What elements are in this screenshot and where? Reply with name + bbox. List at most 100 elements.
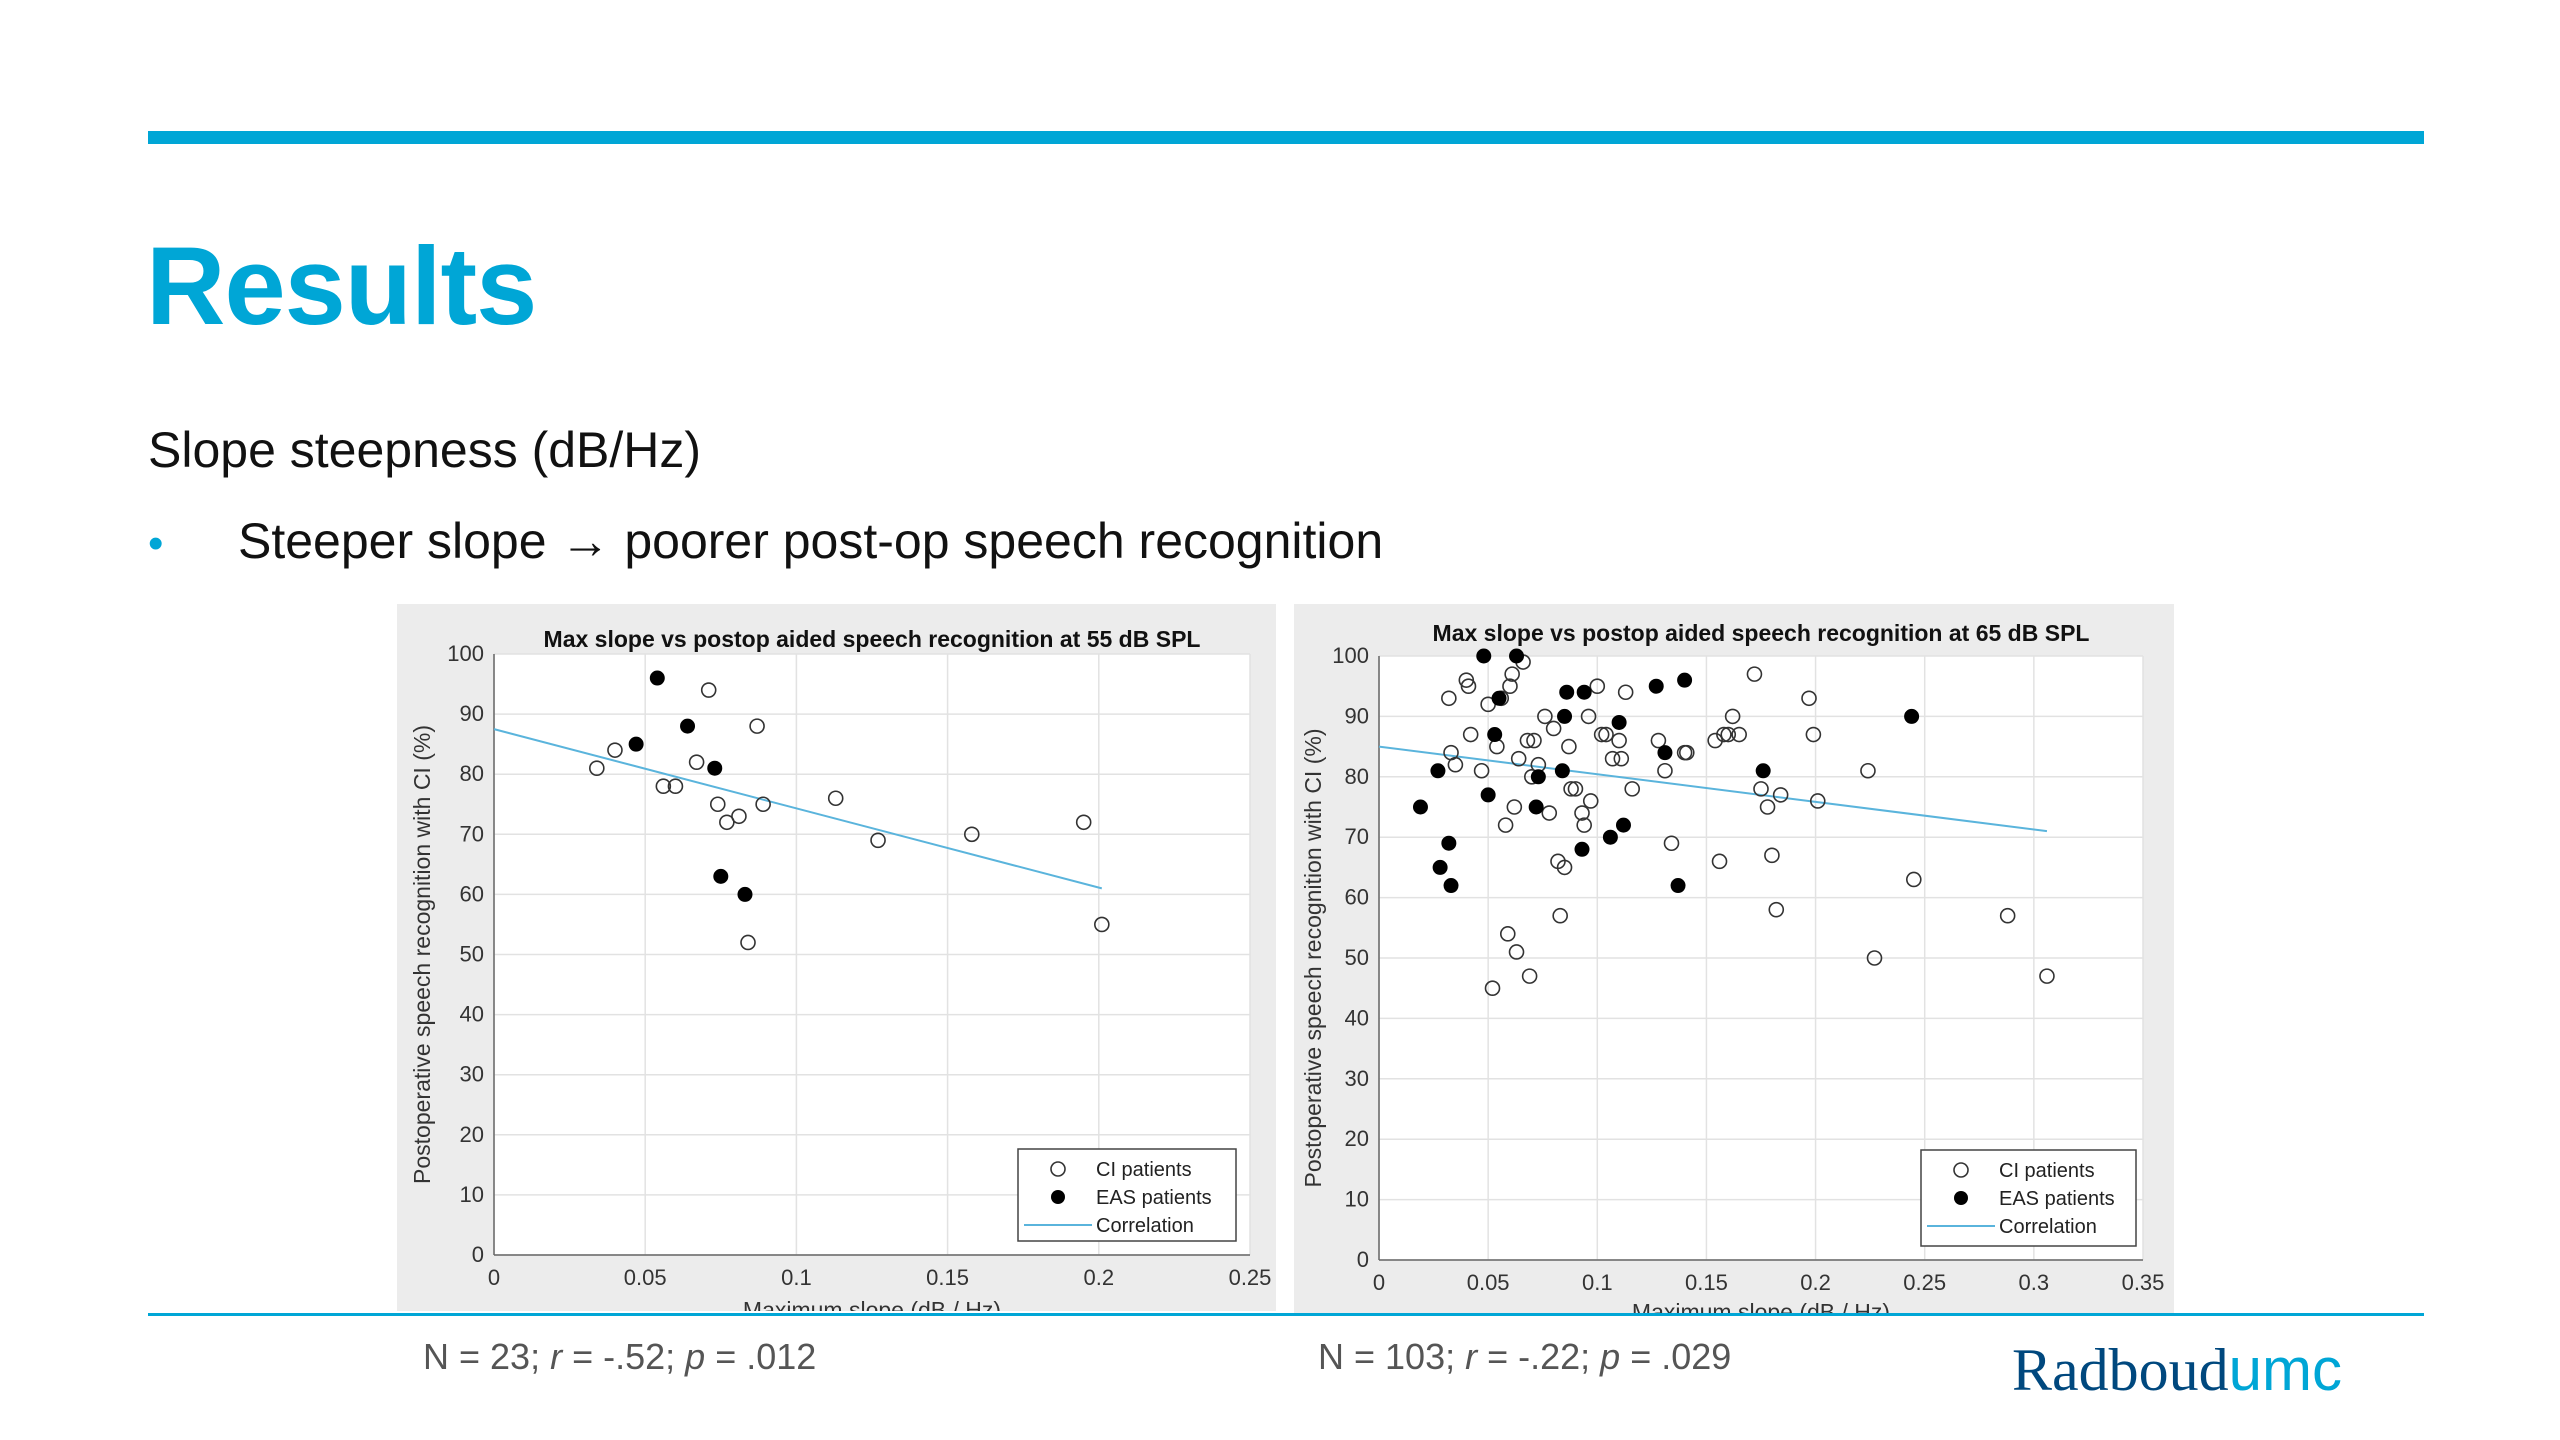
- ci-patient-point: [667, 778, 684, 795]
- ci-patient-point: [1764, 847, 1780, 864]
- ci-patient-point: [719, 814, 735, 831]
- slide-title: Results: [146, 225, 537, 348]
- ci-patient-point: [1768, 901, 1785, 918]
- eas-patient-point: [1443, 878, 1459, 894]
- ci-patient-point: [1567, 781, 1584, 797]
- ci-patient-point: [1521, 968, 1538, 984]
- eas-patient-point: [1602, 829, 1618, 845]
- x-tick-label: 0: [1373, 1270, 1385, 1295]
- ci-patient-point: [1473, 762, 1490, 779]
- ci-patient-point: [1617, 684, 1634, 701]
- eas-patient-point: [1491, 690, 1507, 706]
- y-tick-label: 90: [460, 701, 484, 726]
- legend-label: CI patients: [1999, 1160, 2095, 1182]
- ci-patient-point: [1460, 678, 1477, 694]
- eas-patient-point: [1755, 763, 1771, 779]
- eas-patient-point: [707, 760, 723, 776]
- ci-patient-point: [1663, 835, 1680, 852]
- eas-patient-point: [1554, 763, 1570, 779]
- legend-label: EAS patients: [1096, 1187, 1212, 1209]
- x-tick-label: 0.25: [1229, 1265, 1272, 1290]
- ci-patient-point: [1711, 853, 1728, 870]
- ci-patient-point: [1552, 907, 1568, 924]
- y-axis-label: Postoperative speech recognition with CI…: [1300, 729, 1326, 1188]
- ci-patient-point: [655, 778, 672, 795]
- ci-patient-point: [1759, 799, 1776, 815]
- logo-part-umc: umc: [2228, 1336, 2343, 1403]
- ci-patient-point: [1094, 916, 1110, 933]
- bottom-accent-rule: [148, 1313, 2424, 1316]
- ci-patient-point: [1582, 793, 1599, 809]
- ci-patient-point: [1541, 805, 1558, 821]
- stats-r-value: = -.22;: [1477, 1336, 1601, 1377]
- ci-patient-point: [1484, 980, 1501, 997]
- legend-eas-marker: [1051, 1190, 1065, 1204]
- ci-patient-point: [1624, 781, 1641, 797]
- scatter-chart-55db: 0 0.05 0.1 0.15 0.2 0.25 0 10 20 30 40 50 60 70 80 90 10…: [397, 604, 1276, 1311]
- ci-patient-point: [1508, 944, 1525, 960]
- ci-patient-point: [1604, 750, 1621, 767]
- ci-patient-point: [589, 760, 605, 776]
- ci-patient-point: [607, 742, 623, 758]
- correlation-line: [493, 728, 1103, 890]
- ci-patient-point: [755, 796, 771, 813]
- ci-patient-point: [700, 682, 717, 698]
- eas-patient-point: [1530, 769, 1546, 785]
- ci-patient-point: [1746, 666, 1763, 682]
- bullet-text: Steeper slope → poorer post-op speech re…: [238, 513, 1384, 569]
- x-tick-label: 0: [488, 1265, 500, 1290]
- ci-patient-point: [1805, 726, 1822, 743]
- stats-r-label: r: [1465, 1336, 1478, 1377]
- ci-patient-point: [1462, 726, 1479, 743]
- eas-patient-point: [1904, 708, 1920, 724]
- ci-patient-point: [1504, 666, 1520, 682]
- ci-patient-point: [1561, 738, 1577, 755]
- ci-patient-point: [1772, 787, 1789, 803]
- y-tick-label: 80: [460, 761, 484, 786]
- ci-patient-point: [870, 832, 886, 849]
- eas-patient-point: [649, 670, 665, 686]
- top-accent-rule: [148, 131, 2424, 144]
- ci-patient-point: [1724, 708, 1741, 725]
- slide-subtitle: Slope steepness (dB/Hz): [148, 422, 702, 478]
- y-tick-label: 0: [1357, 1247, 1369, 1272]
- eas-patient-point: [1559, 684, 1575, 700]
- ci-patient-point: [1999, 907, 2016, 924]
- y-tick-label: 70: [1345, 824, 1369, 849]
- y-tick-label: 30: [1345, 1066, 1369, 1091]
- stats-r-label: r: [550, 1336, 563, 1377]
- stats-55db: N = 23; r = -.52; p = .012: [423, 1339, 816, 1375]
- eas-patient-point: [737, 886, 753, 902]
- y-tick-label: 20: [1345, 1126, 1369, 1151]
- x-tick-label: 0.3: [2019, 1270, 2050, 1295]
- ci-patient-point: [827, 790, 844, 807]
- ci-patient-point: [1657, 762, 1673, 779]
- ci-patient-point: [1866, 950, 1883, 966]
- stats-n: N = 23;: [423, 1336, 551, 1377]
- x-tick-label: 0.15: [926, 1265, 969, 1290]
- ci-patient-point: [1563, 781, 1579, 797]
- y-tick-label: 30: [460, 1062, 484, 1087]
- y-tick-label: 70: [460, 821, 484, 846]
- legend-ci-marker: [1953, 1162, 1969, 1178]
- ci-patient-point: [709, 796, 726, 813]
- eas-patient-point: [1480, 787, 1496, 803]
- ci-patient-point: [1519, 732, 1536, 749]
- y-tick-label: 10: [1345, 1187, 1369, 1212]
- legend-ci-marker: [1050, 1161, 1066, 1177]
- eas-patient-point: [1615, 817, 1631, 833]
- y-tick-label: 40: [1345, 1005, 1369, 1030]
- ci-patient-point: [1580, 708, 1597, 725]
- ci-patient-point: [1801, 690, 1817, 707]
- scatter-chart-65db: 0 0.05 0.1 0.15 0.2 0.25 0.3 0.35 0 10 20 30 40 50 60 7…: [1294, 604, 2174, 1316]
- eas-patient-point: [1557, 708, 1573, 724]
- x-tick-label: 0.05: [624, 1265, 667, 1290]
- ci-patient-point: [1611, 732, 1627, 749]
- y-tick-label: 10: [460, 1182, 484, 1207]
- eas-patient-point: [1648, 678, 1664, 694]
- ci-patient-point: [1447, 756, 1464, 773]
- bullet-marker: •: [148, 519, 164, 568]
- eas-patient-point: [680, 718, 696, 734]
- eas-patient-point: [1412, 799, 1428, 815]
- eas-patient-point: [628, 736, 644, 752]
